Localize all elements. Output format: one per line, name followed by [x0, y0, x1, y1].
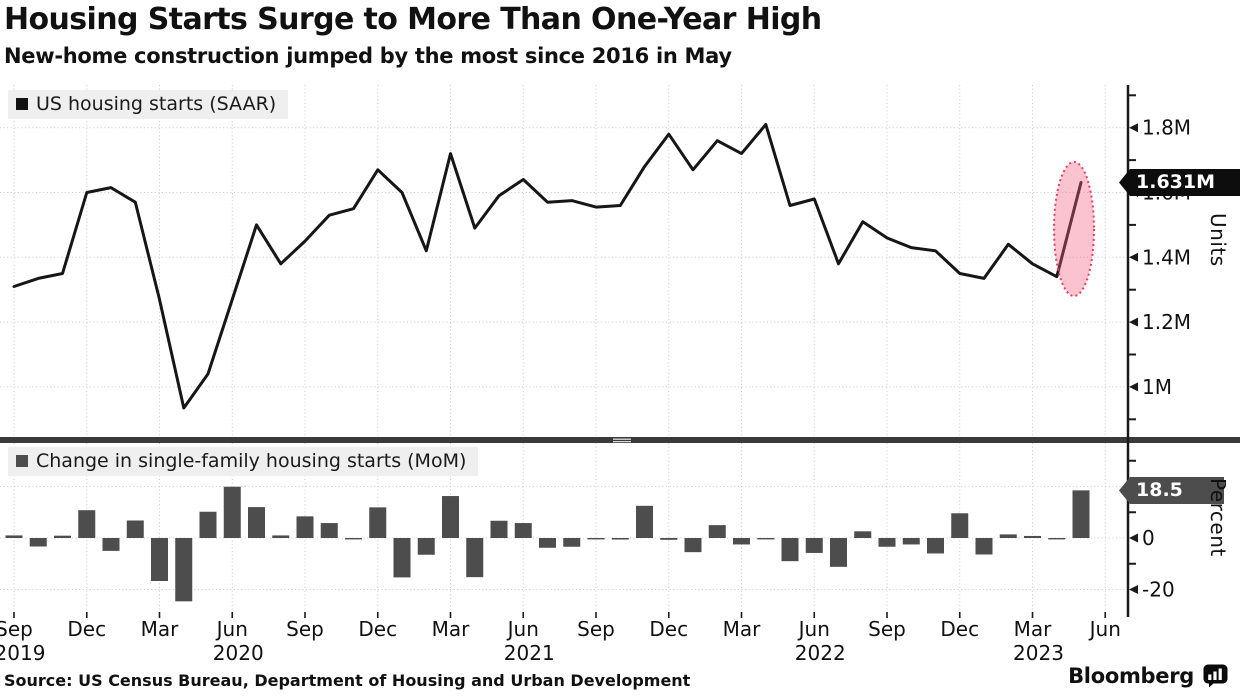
bar — [5, 535, 23, 538]
svg-text:Mar: Mar — [1014, 617, 1053, 641]
bar — [587, 538, 605, 540]
bar — [417, 538, 435, 555]
legend-housing-starts: US housing starts (SAAR) — [8, 90, 289, 119]
svg-text:2021: 2021 — [504, 641, 555, 665]
bar — [757, 538, 775, 540]
bar — [369, 507, 387, 538]
svg-text:1.4M: 1.4M — [1142, 245, 1191, 269]
bar — [927, 538, 944, 554]
svg-text:Dec: Dec — [358, 617, 397, 641]
bar — [854, 531, 872, 538]
bar — [660, 538, 678, 540]
bar — [611, 538, 629, 540]
panel-divider-handle[interactable] — [613, 438, 631, 443]
svg-text:1.2M: 1.2M — [1142, 310, 1191, 334]
svg-text:2020: 2020 — [213, 641, 264, 665]
svg-text:0: 0 — [1142, 526, 1155, 550]
bar — [563, 538, 581, 547]
svg-text:Jun: Jun — [215, 617, 248, 641]
svg-text:Mar: Mar — [141, 617, 180, 641]
svg-text:Dec: Dec — [940, 617, 979, 641]
bar — [320, 523, 338, 538]
bar — [199, 511, 217, 538]
bar — [781, 538, 799, 562]
svg-text:Mar: Mar — [432, 617, 471, 641]
bar — [54, 535, 71, 538]
bar — [999, 534, 1017, 538]
svg-text:Sep: Sep — [0, 617, 33, 641]
bloomberg-brand: Bloomberg — [1068, 664, 1228, 688]
svg-text:Jun: Jun — [506, 617, 539, 641]
bar — [1024, 535, 1041, 538]
quarter-gridlines — [13, 85, 1106, 612]
bar — [708, 525, 726, 538]
y-axis-label-units: Units — [1206, 213, 1230, 267]
bar — [539, 538, 556, 548]
bar — [126, 520, 144, 538]
bar — [1072, 490, 1090, 538]
svg-text:Jun: Jun — [797, 617, 830, 641]
source-credit: Source: US Census Bureau, Department of … — [4, 671, 691, 690]
line-series-housing-starts — [12, 123, 1083, 410]
bar-series-mom-change — [5, 486, 1090, 602]
bar — [29, 538, 47, 547]
bar — [442, 496, 459, 538]
bar — [805, 538, 823, 553]
svg-text:2022: 2022 — [795, 641, 846, 665]
bar — [345, 538, 362, 540]
bar — [830, 538, 847, 567]
svg-text:Sep: Sep — [577, 617, 615, 641]
bar — [393, 538, 411, 578]
svg-text:2019: 2019 — [0, 641, 45, 665]
y-axis-label-percent: Percent — [1206, 478, 1230, 557]
highlight-ellipse-may-surge — [1053, 161, 1095, 297]
bar — [272, 535, 290, 538]
last-value-badge-percent: 18.5 — [1119, 477, 1224, 504]
svg-text:Dec: Dec — [649, 617, 688, 641]
bar — [902, 538, 920, 545]
legend-single-family-change: Change in single-family housing starts (… — [8, 447, 479, 476]
last-value-badge-units: 1.631M — [1119, 169, 1240, 196]
legend-swatch-icon — [16, 98, 28, 110]
bar — [490, 520, 508, 538]
svg-text:Mar: Mar — [723, 617, 762, 641]
svg-text:Jun: Jun — [1088, 617, 1121, 641]
y-axis-ticks-percent: 0 -20 — [1129, 459, 1175, 602]
bar — [151, 538, 168, 582]
bar — [1048, 538, 1066, 540]
bar — [733, 538, 750, 545]
bar — [102, 538, 120, 551]
legend-label: US housing starts (SAAR) — [36, 93, 277, 115]
legend-label: Change in single-family housing starts (… — [36, 450, 467, 472]
bar — [975, 538, 993, 555]
bar — [248, 507, 265, 538]
bar — [951, 513, 969, 538]
bar — [514, 523, 532, 538]
bar — [175, 538, 193, 602]
page-title: Housing Starts Surge to More Than One-Ye… — [4, 2, 822, 37]
bloomberg-wordmark: Bloomberg — [1068, 664, 1194, 688]
bar — [684, 538, 702, 553]
svg-text:1.8M: 1.8M — [1142, 116, 1191, 140]
bar — [878, 538, 896, 547]
bloomberg-bars-logo-icon — [1203, 664, 1228, 688]
panel-divider — [0, 437, 1240, 443]
bar — [296, 516, 314, 538]
bar — [223, 486, 241, 538]
svg-text:Sep: Sep — [286, 617, 324, 641]
svg-text:-20: -20 — [1142, 578, 1175, 602]
bar — [636, 505, 653, 538]
svg-text:Dec: Dec — [67, 617, 106, 641]
svg-text:1M: 1M — [1142, 375, 1172, 399]
bar — [78, 510, 96, 538]
svg-text:Sep: Sep — [868, 617, 906, 641]
svg-text:2023: 2023 — [1013, 641, 1064, 665]
page-subtitle: New-home construction jumped by the most… — [4, 44, 732, 68]
bar — [466, 538, 484, 578]
legend-swatch-icon — [16, 455, 28, 467]
